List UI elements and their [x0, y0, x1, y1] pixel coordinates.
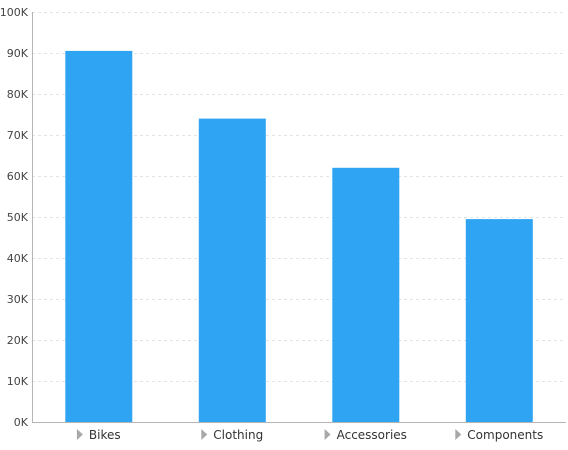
y-tick-label: 70K	[7, 129, 29, 142]
expand-arrow-icon[interactable]	[324, 429, 331, 440]
expand-arrow-icon[interactable]	[201, 429, 208, 440]
bar-bikes[interactable]	[65, 50, 133, 423]
category-label: Accessories	[337, 428, 407, 442]
bar-clothing[interactable]	[198, 118, 266, 422]
category-label: Components	[467, 428, 543, 442]
y-tick-label: 100K	[0, 6, 29, 19]
category-label: Clothing	[213, 428, 263, 442]
expand-arrow-icon[interactable]	[76, 429, 83, 440]
x-axis: Bikes Clothing Accessories Components	[32, 422, 566, 442]
bar-components[interactable]	[465, 219, 533, 422]
y-tick-label: 40K	[7, 252, 29, 265]
bars	[65, 50, 533, 423]
y-tick-label: 0K	[14, 416, 29, 429]
bar-accessories[interactable]	[332, 167, 400, 422]
y-tick-label: 10K	[7, 375, 29, 388]
y-tick-label: 80K	[7, 88, 29, 101]
y-tick-label: 30K	[7, 293, 29, 306]
y-tick-label: 20K	[7, 334, 29, 347]
y-tick-label: 60K	[7, 170, 29, 183]
expand-arrow-icon[interactable]	[455, 429, 462, 440]
category-label: Bikes	[89, 428, 121, 442]
y-tick-label: 90K	[7, 47, 29, 60]
y-axis: 0K 10K 20K 30K 40K 50K 60K 70K 80K 90K 100K	[0, 6, 33, 429]
y-tick-label: 50K	[7, 211, 29, 224]
